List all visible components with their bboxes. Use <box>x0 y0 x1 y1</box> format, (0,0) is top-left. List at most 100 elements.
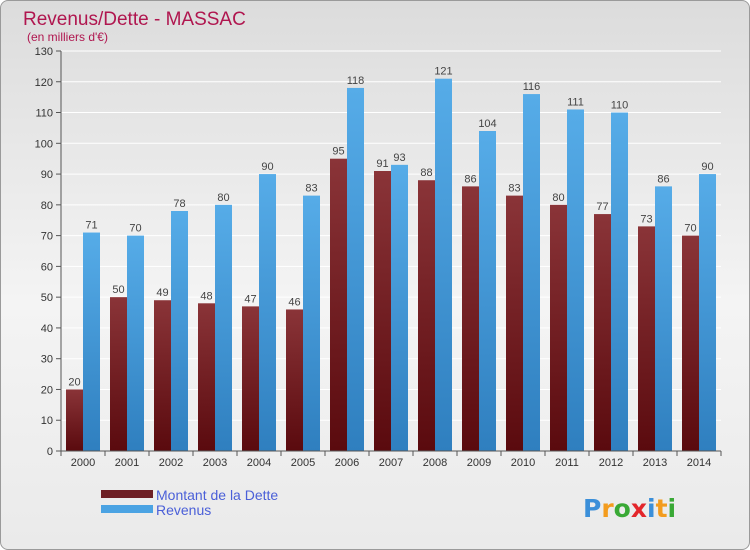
label-revenus-2003: 80 <box>217 192 229 204</box>
bar-dette-2012 <box>594 214 611 451</box>
bar-dette-2006 <box>330 158 347 451</box>
bar-revenus-2010 <box>523 94 540 452</box>
bar-revenus-2002 <box>171 211 188 451</box>
bar-revenus-2001 <box>127 235 144 451</box>
x-tick-label: 2010 <box>511 457 535 469</box>
label-dette-2000: 20 <box>68 376 80 388</box>
x-tick-label: 2011 <box>555 457 579 469</box>
legend: Montant de la Dette Revenus <box>101 487 278 518</box>
logo-wordmark: Proxiti <box>583 494 676 523</box>
y-tick-label: 80 <box>41 200 53 212</box>
legend-label-revenus: Revenus <box>156 502 211 518</box>
label-revenus-2012: 110 <box>611 100 629 112</box>
label-revenus-2004: 90 <box>261 161 273 173</box>
y-tick-label: 130 <box>35 46 53 58</box>
x-tick-label: 2008 <box>423 457 447 469</box>
label-dette-2008: 88 <box>420 167 432 179</box>
y-tick-label: 60 <box>41 261 53 273</box>
bar-revenus-2009 <box>479 131 496 451</box>
label-dette-2004: 47 <box>244 293 256 305</box>
bar-dette-2001 <box>110 297 127 451</box>
bar-dette-2004 <box>242 306 259 451</box>
chart-title: Revenus/Dette - MASSAC <box>23 9 246 30</box>
label-dette-2014: 70 <box>684 223 696 235</box>
bar-revenus-2012 <box>611 112 628 452</box>
label-revenus-2014: 90 <box>701 161 713 173</box>
label-dette-2007: 91 <box>376 158 388 170</box>
bar-dette-2011 <box>550 204 567 451</box>
logo-letter: o <box>614 494 631 523</box>
legend-swatch-revenus <box>101 505 153 513</box>
x-tick-label: 2006 <box>335 457 359 469</box>
bars <box>66 78 716 452</box>
y-tick-label: 30 <box>41 354 53 366</box>
data-labels: 20 71 50 70 49 78 48 80 47 90 46 83 95 118 91 93 88 121 86… <box>68 66 713 389</box>
label-revenus-2007: 93 <box>393 152 405 164</box>
y-tick-label: 90 <box>41 169 53 181</box>
logo-letter: t <box>656 494 668 523</box>
label-revenus-2001: 70 <box>129 223 141 235</box>
label-dette-2010: 83 <box>508 183 520 195</box>
legend-label-dette: Montant de la Dette <box>156 487 278 503</box>
y-tick-label: 10 <box>41 415 53 427</box>
label-dette-2013: 73 <box>640 213 652 225</box>
bar-dette-2009 <box>462 186 479 451</box>
x-tick-label: 2002 <box>159 457 183 469</box>
label-dette-2001: 50 <box>112 284 124 296</box>
x-tick-label: 2014 <box>687 457 711 469</box>
y-tick-label: 70 <box>41 231 53 243</box>
bar-revenus-2014 <box>699 174 716 452</box>
label-dette-2009: 86 <box>464 173 476 185</box>
y-tick-label: 20 <box>41 384 53 396</box>
logo-letter: x <box>631 494 647 523</box>
label-revenus-2000: 71 <box>85 220 97 232</box>
label-dette-2002: 49 <box>156 287 168 299</box>
bar-dette-2008 <box>418 180 435 451</box>
x-tick-label: 2004 <box>247 457 271 469</box>
label-dette-2006: 95 <box>332 146 344 158</box>
label-revenus-2013: 86 <box>657 173 669 185</box>
logo-letter: i <box>668 494 677 523</box>
bar-revenus-2004 <box>259 174 276 452</box>
bar-dette-2000 <box>66 389 83 451</box>
bar-revenus-2011 <box>567 109 584 451</box>
label-revenus-2006: 118 <box>347 75 365 87</box>
bar-dette-2010 <box>506 195 523 451</box>
x-tick-label: 2012 <box>599 457 623 469</box>
bar-dette-2005 <box>286 309 303 451</box>
label-revenus-2009: 104 <box>478 118 496 130</box>
label-revenus-2010: 116 <box>523 81 541 93</box>
bar-revenus-2008 <box>435 78 452 451</box>
bar-revenus-2013 <box>655 186 672 451</box>
x-tick-label: 2007 <box>379 457 403 469</box>
y-tick-label: 50 <box>41 292 53 304</box>
bar-dette-2002 <box>154 300 171 451</box>
y-tick-label: 110 <box>35 108 53 120</box>
label-dette-2011: 80 <box>552 192 564 204</box>
bar-revenus-2006 <box>347 87 364 451</box>
label-dette-2005: 46 <box>288 296 300 308</box>
label-dette-2003: 48 <box>200 290 212 302</box>
logo-letter: i <box>647 494 656 523</box>
bar-dette-2007 <box>374 171 391 451</box>
bar-dette-2003 <box>198 303 215 451</box>
label-dette-2012: 77 <box>596 201 608 213</box>
x-tick-label: 2009 <box>467 457 491 469</box>
x-tick-label: 2013 <box>643 457 667 469</box>
logo-letter: P <box>583 494 601 523</box>
chart-subtitle: (en milliers d'€) <box>27 30 108 44</box>
bar-dette-2014 <box>682 235 699 451</box>
y-tick-label: 40 <box>41 323 53 335</box>
axes: 0 10 20 30 40 50 60 70 80 90 100 110 120 130 2000 2001 2… <box>35 46 722 469</box>
label-revenus-2005: 83 <box>305 183 317 195</box>
y-tick-label: 120 <box>35 77 53 89</box>
label-revenus-2008: 121 <box>434 66 452 78</box>
y-tick-label: 100 <box>35 138 53 150</box>
label-revenus-2011: 111 <box>567 96 584 108</box>
bar-revenus-2007 <box>391 164 408 451</box>
label-revenus-2002: 78 <box>173 198 185 210</box>
x-tick-label: 2001 <box>115 457 139 469</box>
bar-dette-2013 <box>638 226 655 451</box>
x-tick-label: 2005 <box>291 457 315 469</box>
